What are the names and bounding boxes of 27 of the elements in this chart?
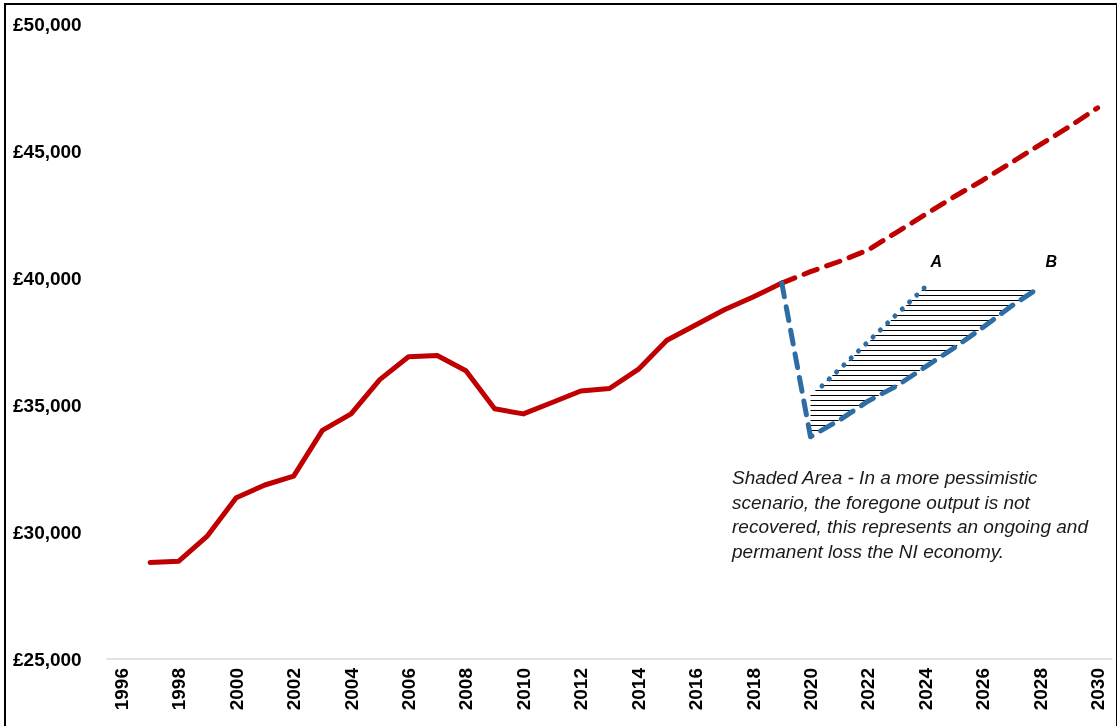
x-tick-label: 2016 — [685, 668, 707, 711]
x-tick-label: 2024 — [914, 667, 936, 711]
x-tick-label: 2000 — [225, 668, 247, 711]
x-tick-label: 2018 — [742, 668, 764, 711]
x-tick-label: 2026 — [972, 668, 994, 711]
series-label: A — [929, 253, 943, 271]
y-tick-label: £40,000 — [13, 267, 82, 289]
x-tick-label: 1996 — [110, 668, 132, 711]
y-tick-label: £45,000 — [13, 140, 82, 162]
x-tick-label: 2020 — [800, 668, 821, 711]
x-tick-label: 2012 — [570, 668, 592, 711]
x-tick-label: 2028 — [1029, 668, 1051, 711]
x-tick-label: 2002 — [283, 668, 305, 711]
y-tick-label: £50,000 — [13, 13, 82, 35]
x-tick-label: 2022 — [857, 668, 879, 711]
annotation: Shaded Area - In a more pessimistic scenario, the foregone output is not recovered, this represents an ongoing and permanent loss the NI economy. — [732, 466, 1090, 564]
x-tick-label: 2006 — [398, 668, 419, 711]
x-tick-label: 2014 — [627, 667, 649, 711]
y-tick-label: £35,000 — [13, 394, 82, 416]
y-tick-label: £25,000 — [13, 648, 82, 670]
x-tick-label: 2008 — [455, 668, 477, 711]
x-tick-label: 2004 — [340, 667, 362, 711]
x-tick-label: 1998 — [168, 668, 190, 711]
x-tick-label: 2010 — [512, 668, 534, 711]
y-tick-label: £30,000 — [13, 521, 82, 543]
series-label: B — [1045, 253, 1057, 271]
x-tick-label: 2030 — [1087, 668, 1109, 711]
